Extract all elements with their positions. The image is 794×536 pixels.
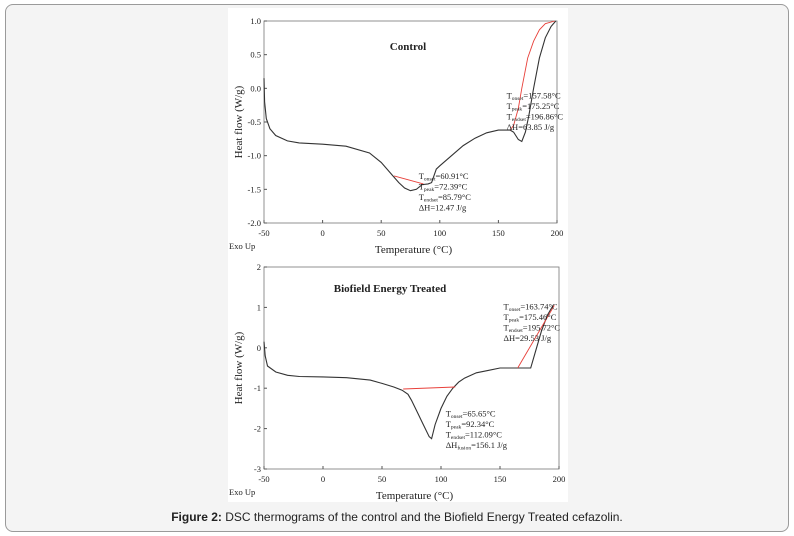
chart-treated: -50 0 50 100 150 200 -3 -2 -1 0 1 2 Temperature (°C)…: [229, 262, 565, 502]
peak-annotation: Tonset=157.58°CTpeak=175.25°CTendset=196…: [507, 90, 564, 132]
x-tick-label: 200: [551, 228, 564, 238]
x-tick-label: 100: [433, 228, 446, 238]
x-tick-label: 0: [321, 474, 325, 484]
exo-up-label: Exo Up: [229, 487, 255, 497]
x-tick-label: 200: [553, 474, 566, 484]
caption-text: DSC thermograms of the control and the B…: [221, 510, 623, 524]
x-tick-label: 50: [378, 474, 387, 484]
x-tick-label: 50: [377, 228, 386, 238]
baseline-series: [517, 305, 555, 369]
y-tick-label: 0: [257, 343, 261, 353]
annotation-line: Tpeak=175.25°C: [507, 101, 560, 113]
annotation-line: ΔHfusion=156.1 J/g: [446, 440, 508, 452]
figure-image: [228, 8, 568, 502]
exo-up-label: Exo Up: [229, 241, 255, 251]
annotation-line: Tpeak=72.39°C: [419, 182, 468, 194]
y-tick-label: -0.5: [248, 117, 261, 127]
x-tick-label: 150: [494, 474, 507, 484]
chart-control: -50 0 50 100 150 200 -2.0 -1.5 -1.0 -0.5 0.0 0.5 1.0…: [229, 16, 563, 256]
y-tick-label: -2: [254, 424, 261, 434]
chart-title: Biofield Energy Treated: [334, 283, 446, 295]
annotation-line: Tendset=196.86°C: [507, 111, 564, 123]
y-tick-label: -1.0: [248, 151, 261, 161]
y-tick-label: -3: [254, 464, 261, 474]
y-tick-label: 1: [257, 302, 261, 312]
x-tick-label: -50: [258, 228, 269, 238]
baseline-series: [403, 386, 456, 390]
dsc-curve: [263, 305, 554, 440]
y-axis-label: Heat flow (W/g): [233, 331, 245, 404]
baseline-series: [393, 175, 424, 185]
peak-annotation: Tonset=60.91°CTpeak=72.39°CTendset=85.79…: [419, 171, 472, 213]
dsc-curve: [263, 20, 557, 192]
chart-title: Control: [390, 41, 426, 53]
annotation-line: Tpeak=92.34°C: [446, 419, 495, 431]
x-tick-label: -50: [258, 474, 269, 484]
x-tick-label: 150: [492, 228, 505, 238]
baseline-series: [509, 20, 555, 131]
x-tick-label: 100: [435, 474, 448, 484]
figure-caption: Figure 2: DSC thermograms of the control…: [0, 510, 794, 524]
y-tick-label: -1.5: [248, 184, 261, 194]
peak-annotation: Tonset=163.74°CTpeak=175.46°CTendset=195…: [504, 301, 561, 343]
y-tick-label: -1: [254, 383, 261, 393]
annotation-line: Tpeak=175.46°C: [504, 312, 557, 324]
x-axis-label: Temperature (°C): [376, 490, 454, 502]
y-tick-label: 1.0: [250, 16, 261, 26]
y-tick-label: 2: [257, 262, 261, 272]
y-tick-label: 0.0: [250, 83, 261, 93]
peak-annotation: Tonset=65.65°CTpeak=92.34°CTendset=112.0…: [446, 408, 508, 451]
annotation-line: ΔH=12.47 J/g: [419, 203, 467, 213]
annotation-line: Tendset=112.09°C: [446, 429, 503, 441]
y-tick-label: -2.0: [248, 218, 261, 228]
annotation-line: Tonset=163.74°C: [504, 301, 558, 313]
annotation-line: Tendset=195.72°C: [504, 322, 561, 334]
annotation-line: Tonset=157.58°C: [507, 90, 561, 102]
y-tick-label: 0.5: [250, 50, 261, 60]
caption-label: Figure 2:: [171, 510, 222, 524]
annotation-line: ΔH=63.85 J/g: [507, 122, 555, 132]
x-tick-label: 0: [320, 228, 324, 238]
annotation-line: Tonset=65.65°C: [446, 408, 496, 420]
plot-frame: [263, 266, 560, 470]
y-axis-label: Heat flow (W/g): [233, 85, 245, 158]
annotation-line: ΔH=29.53 J/g: [504, 333, 552, 343]
annotation-line: Tendset=85.79°C: [419, 192, 472, 204]
annotation-line: Tonset=60.91°C: [419, 171, 469, 183]
x-axis-label: Temperature (°C): [375, 244, 453, 256]
